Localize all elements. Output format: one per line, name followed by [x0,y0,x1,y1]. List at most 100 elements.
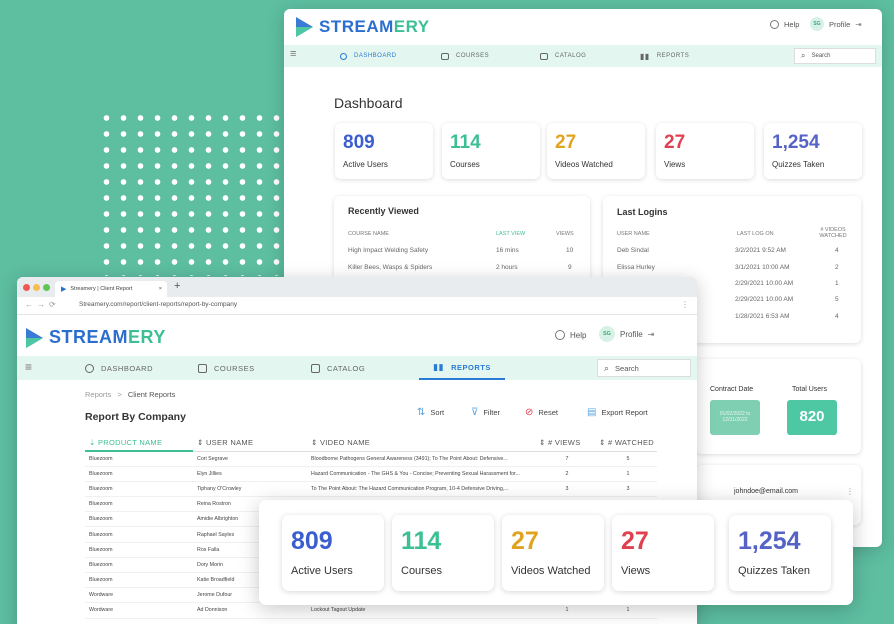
product-cell: Bluezoom [85,496,193,513]
catalog-icon [540,52,548,60]
more-options-icon[interactable]: ⋮ [846,487,854,496]
table-header-row: ⇣ PRODUCT NAME ⇕ USER NAME ⇕ VIDEO NAME … [85,434,657,452]
column-header-video-name[interactable]: ⇕ VIDEO NAME [307,434,535,452]
product-cell: Bluezoom [85,542,193,558]
column-header-user-name[interactable]: ⇕ USER NAME [193,434,307,452]
table-row[interactable]: Bluezoom Tiphany O'Crowley To The Point Ab… [85,481,657,498]
overlay-stat-views: 27 Views [612,515,714,591]
nav-dashboard[interactable]: DASHBOARD [340,45,397,67]
stat-card-videos-watched: 27 Videos Watched [547,123,645,179]
table-row[interactable]: Bluezoom Elyn Jillies Hazard Communication… [85,466,657,482]
views-cell: 1 [535,602,595,619]
close-tab-icon[interactable]: × [158,286,162,292]
search-input[interactable]: ⌕ Search [794,48,876,64]
logout-icon[interactable]: ⇥ [855,19,862,29]
nav-catalog[interactable]: CATALOG [311,356,365,380]
hamburger-menu-icon[interactable]: ≡ [25,360,33,374]
product-cell: Bluezoom [85,511,193,528]
profile-menu[interactable]: SG Profile ⇥ [599,326,654,342]
nav-courses[interactable]: COURSES [441,45,489,67]
logout-icon[interactable]: ⇥ [647,329,655,339]
column-header-product-name[interactable]: ⇣ PRODUCT NAME [85,434,193,452]
column-header-views[interactable]: ⇕ # VIEWS [535,434,595,452]
views-cell: 2 [535,466,595,482]
filter-button[interactable]: ⊽ Filter [471,407,500,418]
last-logins-panel: Last Logins USER NAME LAST LOG ON # VIDE… [603,196,861,343]
help-icon [555,330,565,340]
watched-cell: 1 [595,466,657,482]
reports-chart-icon: ▮▮ [640,51,650,61]
export-report-button[interactable]: ▤ Export Report [587,407,648,418]
overlay-stat-videos-watched: 27 Videos Watched [502,515,604,591]
maximize-window-icon[interactable] [43,284,50,291]
courses-icon [441,52,449,60]
help-link[interactable]: Help [770,20,799,29]
browser-menu-icon[interactable]: ⋮ [681,300,689,309]
sort-icon: ⇅ [417,407,426,418]
streamery-logo-icon [26,327,43,348]
help-icon [770,20,779,29]
views-cell: 7 [535,451,595,467]
streamery-logo: STREAMERY [296,17,430,37]
product-cell: Bluezoom [85,557,193,574]
video-cell: Lockout Tagout Update [307,602,535,619]
url-field[interactable]: Streamery.com/report/client-reports/repo… [79,301,238,308]
video-cell: Hazard Communication - The GHS & You - C… [307,466,535,482]
profile-menu[interactable]: SG Profile ⇥ [810,17,862,31]
stats-overlay-panel: 809 Active Users 114 Courses 27 Videos Watc… [259,500,853,605]
nav-catalog[interactable]: CATALOG [540,45,586,67]
product-cell: Wordware [85,587,193,604]
table-row[interactable]: Bluezoom Cori Segrave Bloodborne Pathogens… [85,451,657,467]
stat-card-active-users: 809 Active Users [335,123,433,179]
catalog-icon [311,363,320,373]
stat-card-views: 27 Views [656,123,754,179]
product-cell: Bluezoom [85,526,193,543]
breadcrumb: Reports > Client Reports [85,390,176,399]
product-cell: Bluezoom [85,572,193,589]
browser-tab-bar: ▶ Streamery | Client Report × + [17,277,697,297]
top-navigation: ≡ DASHBOARD COURSES CATALOG ▮▮ REPORTS ⌕… [17,356,697,380]
column-header-watched[interactable]: ⇕ # WATCHED [595,434,657,452]
reset-button[interactable]: ⊘ Reset [525,407,558,418]
browser-tab[interactable]: ▶ Streamery | Client Report × [55,281,167,297]
dashboard-icon [340,52,347,60]
streamery-logo: STREAMERY [26,327,166,348]
filter-icon: ⊽ [471,407,479,418]
page-title: Dashboard [334,95,403,111]
report-title: Report By Company [85,411,186,423]
nav-reports[interactable]: ▮▮ REPORTS [419,356,505,380]
sort-button[interactable]: ⇅ Sort [417,407,445,418]
contract-panel: Contract Date Total Users 01/02/2022 to … [696,359,861,454]
decorative-dot-pattern [98,110,282,276]
total-users-badge: 820 [787,400,837,435]
minimize-window-icon[interactable] [33,284,40,291]
watched-cell: 1 [595,602,657,619]
close-window-icon[interactable] [23,284,30,291]
user-cell: Elyn Jillies [193,466,307,482]
new-tab-icon[interactable]: + [174,280,181,292]
search-input[interactable]: ⌕ Search [597,359,691,377]
user-cell: Ad Donnison [193,602,307,619]
nav-courses[interactable]: COURSES [198,356,255,380]
reports-chart-icon: ▮▮ [433,361,445,372]
nav-reports[interactable]: ▮▮ REPORTS [640,51,690,61]
courses-icon [198,363,207,373]
contract-date-badge: 01/02/2022 to 12/31/2022 [710,400,760,435]
avatar: SG [810,17,824,31]
table-row[interactable]: Wordware Ad Donnison Lockout Tagout Update… [85,602,657,619]
overlay-stat-quizzes-taken: 1,254 Quizzes Taken [729,515,831,591]
watched-cell: 3 [595,481,657,498]
video-cell: To The Point About: The Hazard Communica… [307,481,535,498]
stat-card-quizzes-taken: 1,254 Quizzes Taken [764,123,862,179]
hamburger-menu-icon[interactable]: ≡ [290,48,297,60]
overlay-stat-active-users: 809 Active Users [282,515,384,591]
avatar: SG [599,326,615,342]
user-cell: Cori Segrave [193,451,307,467]
browser-nav-buttons[interactable]: ←→⟳ [25,300,60,309]
product-cell: Wordware [85,602,193,619]
dashboard-icon [85,363,94,373]
help-link[interactable]: Help [555,330,586,340]
overlay-stat-courses: 114 Courses [392,515,494,591]
nav-dashboard[interactable]: DASHBOARD [85,356,153,380]
product-cell: Bluezoom [85,451,193,467]
